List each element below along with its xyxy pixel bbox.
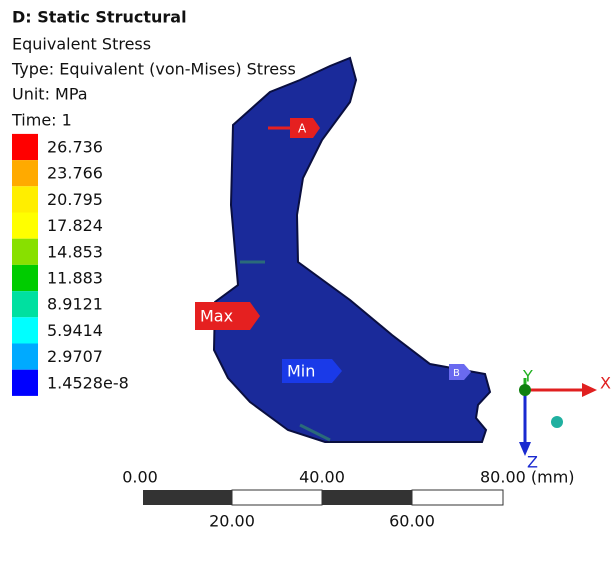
probe-label: B bbox=[453, 368, 460, 379]
legend-label: 11.883 bbox=[47, 269, 103, 288]
header-line: Equivalent Stress bbox=[12, 35, 151, 54]
scale-label: 20.00 bbox=[209, 512, 255, 531]
header-line: Unit: MPa bbox=[12, 85, 88, 104]
legend-swatch bbox=[12, 239, 38, 265]
header-line: Time: 1 bbox=[11, 111, 72, 130]
legend-swatch bbox=[12, 134, 38, 160]
legend-swatch bbox=[12, 213, 38, 239]
scale-segment bbox=[143, 490, 232, 505]
scale-label: 0.00 bbox=[122, 468, 158, 487]
legend-label: 17.824 bbox=[47, 216, 103, 235]
page: {"header": {"title": "D: Static Structur… bbox=[0, 0, 616, 563]
legend-label: 14.853 bbox=[47, 242, 103, 261]
title: D: Static Structural bbox=[12, 8, 187, 27]
scale-label: 80.00 (mm) bbox=[480, 468, 575, 487]
legend-label: 2.9707 bbox=[47, 347, 103, 366]
viewport: D: Static Structural Equivalent Stress T… bbox=[0, 0, 616, 559]
probe-label: Min bbox=[287, 362, 315, 381]
scale-segment bbox=[412, 490, 503, 505]
triad-sphere bbox=[551, 416, 563, 428]
legend-label: 20.795 bbox=[47, 190, 103, 209]
legend: 26.736 23.766 20.795 17.824 14.853 11.883 8.91… bbox=[12, 134, 129, 396]
legend-swatch bbox=[12, 265, 38, 291]
triad-x-head bbox=[582, 383, 597, 397]
legend-label: 23.766 bbox=[47, 164, 103, 183]
legend-swatch bbox=[12, 160, 38, 186]
legend-swatch bbox=[12, 317, 38, 343]
legend-label: 8.9121 bbox=[47, 295, 103, 314]
header-line: Type: Equivalent (von-Mises) Stress bbox=[11, 60, 296, 79]
legend-label: 5.9414 bbox=[47, 321, 103, 340]
legend-swatch bbox=[12, 291, 38, 317]
scale-segment bbox=[232, 490, 322, 505]
probe-label: Max bbox=[200, 307, 233, 326]
legend-swatch bbox=[12, 370, 38, 396]
probe-label: A bbox=[298, 122, 307, 136]
part bbox=[214, 58, 490, 442]
legend-label: 1.4528e-8 bbox=[47, 373, 129, 392]
scale-label: 40.00 bbox=[299, 468, 345, 487]
triad-label: Y bbox=[522, 367, 533, 386]
scale-label: 60.00 bbox=[389, 512, 435, 531]
legend-swatch bbox=[12, 344, 38, 370]
triad-origin bbox=[519, 384, 531, 396]
scale-segment bbox=[322, 490, 412, 505]
triad-label: X bbox=[600, 374, 611, 393]
legend-swatch bbox=[12, 186, 38, 212]
legend-label: 26.736 bbox=[47, 138, 103, 157]
